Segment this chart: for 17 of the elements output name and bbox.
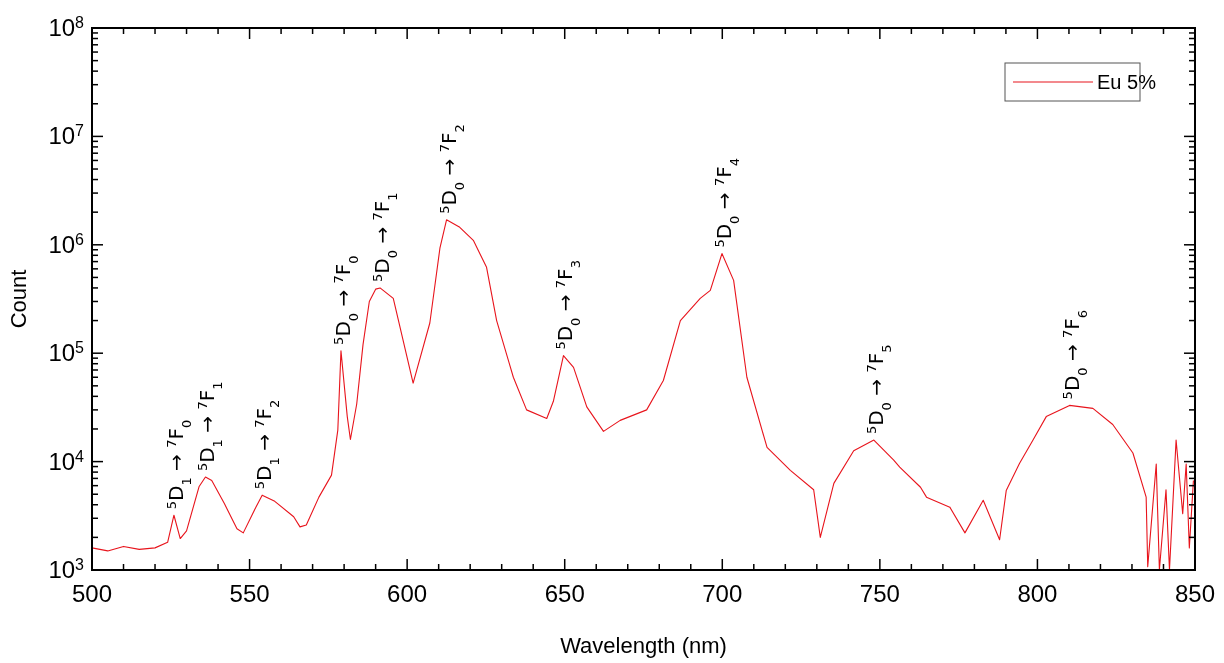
legend-label: Eu 5% [1097, 71, 1157, 93]
x-tick-label: 700 [702, 580, 743, 607]
x-tick-label: 750 [859, 580, 900, 607]
y-tick-label: 10$^{8}$ [48, 13, 85, 41]
y-tick-label: 10$^{3}$ [48, 555, 85, 583]
x-tick-label: 550 [229, 580, 270, 607]
y-tick-label: 10$^{4}$ [48, 447, 85, 475]
x-axis-title: Wavelength (nm) [560, 633, 727, 658]
x-tick-label: 600 [387, 580, 428, 607]
x-tick-label: 800 [1017, 580, 1058, 607]
y-axis-title: Count [6, 269, 31, 329]
y-tick-label: 10$^{5}$ [48, 338, 85, 367]
x-tick-label: 850 [1174, 580, 1216, 607]
y-tick-label: 10$^{6}$ [48, 230, 85, 258]
x-tick-label: 500 [71, 580, 113, 607]
x-tick-label: 650 [544, 580, 585, 607]
y-tick-label: 10$^{7}$ [48, 121, 85, 150]
